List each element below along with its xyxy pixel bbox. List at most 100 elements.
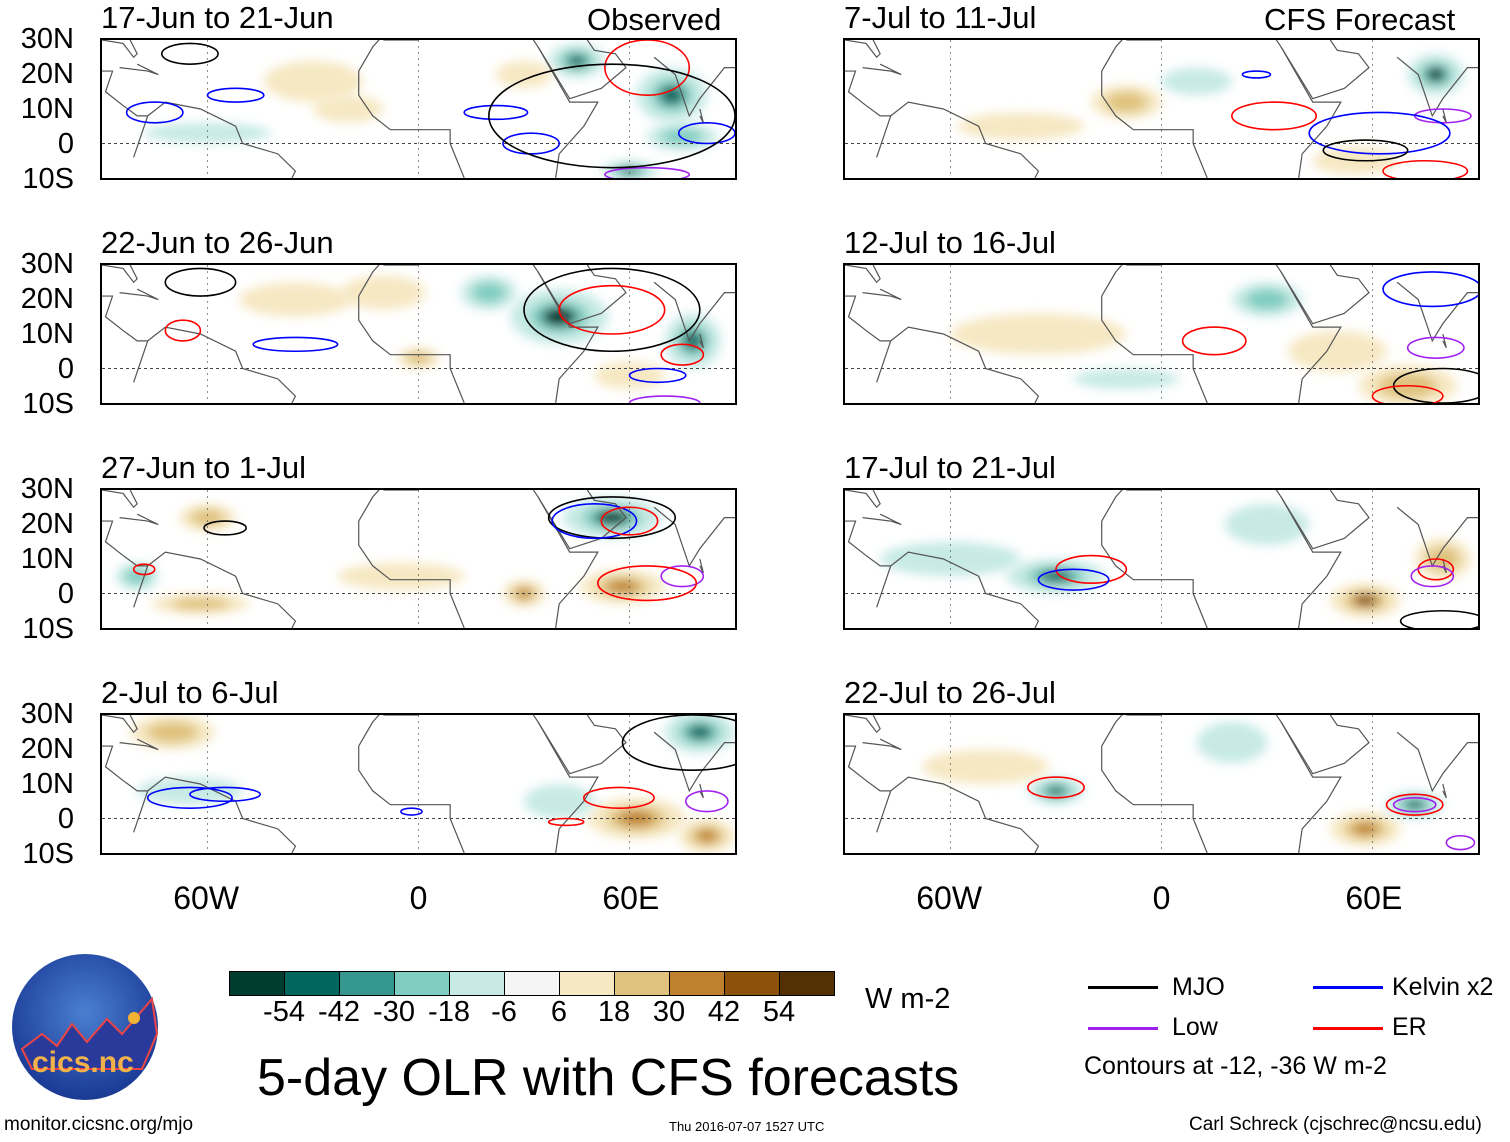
coastline (654, 57, 735, 116)
er-contour (165, 320, 200, 341)
map-panel (843, 713, 1480, 855)
coastline (845, 40, 880, 57)
coastline (1397, 282, 1478, 341)
coastline (1102, 715, 1341, 853)
coastline (538, 715, 626, 774)
coastline (700, 784, 704, 798)
coastline (134, 102, 296, 178)
panel-title: 27-Jun to 1-Jul (101, 450, 307, 485)
coastline (700, 109, 704, 123)
colorbar-tick-label: -54 (263, 996, 305, 1028)
lon-tick-label: 0 (1152, 880, 1171, 916)
olr-anomaly (1231, 282, 1303, 317)
coastline (877, 552, 1039, 628)
coastline (654, 732, 735, 791)
er-contour (1183, 327, 1246, 355)
kelvin-contour (190, 787, 260, 801)
coastline (1102, 40, 1341, 178)
lat-tick-label: 20N (20, 283, 74, 315)
colorbar-tick-label: -30 (373, 996, 415, 1028)
lat-tick-label: 10S (22, 838, 74, 870)
er-contour (601, 507, 657, 535)
lon-tick-label: 0 (409, 880, 428, 916)
kelvin-contour (208, 88, 264, 102)
olr-anomaly (1386, 790, 1443, 819)
map-panel (100, 263, 737, 405)
coastline (845, 490, 880, 507)
map-panel (100, 713, 737, 855)
er-contour (1028, 777, 1084, 798)
observed-label: Observed (587, 2, 722, 37)
coastline (120, 289, 159, 299)
olr-anomaly (263, 60, 363, 103)
coastline (134, 327, 296, 403)
panel-title: 22-Jul to 26-Jul (844, 675, 1056, 710)
colorbar-tick-label: 30 (652, 996, 686, 1028)
coastline (654, 507, 735, 566)
er-contour (1373, 386, 1443, 403)
olr-anomaly (460, 275, 517, 310)
colorbar-tick-label: -6 (491, 996, 517, 1028)
source-url[interactable]: monitor.cicsnc.org/mjo (4, 1114, 194, 1135)
kelvin-contour (679, 123, 735, 144)
coastline (845, 746, 891, 791)
olr-anomaly (1288, 330, 1387, 372)
kelvin-contour (148, 787, 232, 808)
lon-tick-label: 60W (173, 880, 240, 916)
lat-tick-label: 10N (20, 93, 74, 125)
kelvin-contour (552, 504, 636, 539)
mjo-contour (1401, 611, 1478, 628)
lat-tick-label: 30N (20, 473, 74, 505)
olr-anomaly (130, 715, 215, 750)
coastline (120, 514, 159, 524)
mjo-contour (622, 715, 735, 770)
coastline (1102, 746, 1208, 853)
olr-anomaly (1161, 67, 1232, 96)
map-panel (100, 38, 737, 180)
coastline (1281, 490, 1369, 549)
colorbar-units: W m-2 (865, 983, 951, 1015)
coastline (863, 64, 902, 74)
panel-title: 2-Jul to 6-Jul (101, 675, 279, 710)
logo-mountains-icon (20, 996, 158, 1070)
kelvin-contour (253, 337, 337, 351)
coastline (359, 715, 598, 853)
mjo-contour (549, 497, 676, 538)
er-contour (134, 564, 155, 574)
lat-tick-label: 10N (20, 318, 74, 350)
coastline (1102, 490, 1341, 628)
coastline (102, 715, 137, 732)
coastline (538, 40, 626, 99)
coastline (1281, 40, 1369, 99)
mjo-contour (524, 268, 700, 351)
olr-anomaly (239, 282, 352, 317)
lon-tick-label: 60E (602, 880, 660, 916)
coastline (877, 102, 1039, 178)
er-contour (584, 787, 654, 808)
panel-title: 17-Jun to 21-Jun (101, 0, 334, 35)
coastline (845, 265, 880, 282)
coastline (359, 265, 598, 403)
olr-anomaly (580, 569, 665, 604)
lat-tick-label: 10S (22, 388, 74, 420)
colorbar-swatch (450, 972, 505, 995)
kelvin-contour (401, 808, 422, 815)
coastline (359, 40, 598, 178)
er-contour (1383, 161, 1467, 178)
er-contour (661, 344, 703, 365)
olr-anomaly (1330, 811, 1401, 847)
low-contour (1411, 566, 1453, 587)
lat-tick-label: 10N (20, 768, 74, 800)
coastline (102, 40, 137, 57)
coastline (845, 715, 880, 732)
olr-anomaly (1073, 368, 1180, 390)
figure-title: 5-day OLR with CFS forecasts (257, 1049, 960, 1107)
coastline (359, 746, 465, 853)
colorbar-swatch (505, 972, 560, 995)
coastline (102, 296, 148, 341)
olr-anomaly (137, 777, 243, 805)
coastline (102, 746, 148, 791)
lat-tick-label: 30N (20, 698, 74, 730)
coastline (863, 739, 902, 749)
